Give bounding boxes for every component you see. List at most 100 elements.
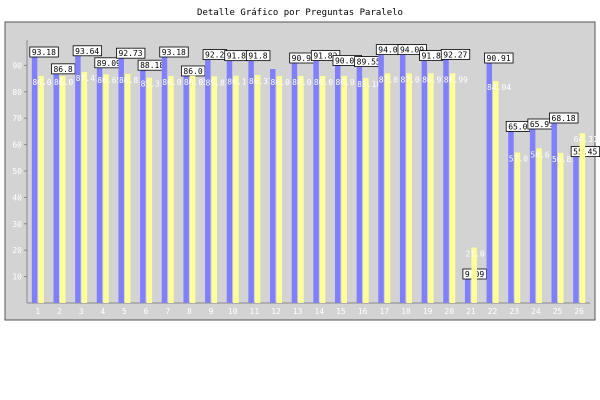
value-label: 87.47 — [76, 74, 100, 83]
value-label: 92.27 — [443, 50, 467, 59]
bar-series1 — [486, 62, 493, 303]
value-label: 91.82 — [313, 52, 337, 61]
value-label: 86.0 — [162, 78, 181, 87]
value-label-box — [51, 63, 76, 75]
bar-series2 — [81, 72, 88, 304]
bar-series1 — [529, 128, 536, 303]
value-label: 91.8 — [248, 52, 267, 61]
x-tick-label: 6 — [144, 307, 149, 316]
value-label-box — [397, 44, 427, 56]
bar-series2 — [168, 75, 174, 304]
bar-series1 — [378, 54, 384, 303]
bar-series1 — [421, 60, 428, 303]
value-label: 56.87 — [552, 155, 576, 164]
value-label: 86.0 — [292, 78, 311, 87]
x-tick-label: 9 — [209, 307, 214, 316]
value-label: 90.00 — [335, 56, 359, 65]
chart-title: Detalle Gráfico por Preguntas Paralelo — [197, 8, 403, 18]
value-label: 89.55 — [357, 58, 381, 67]
value-label: 86.8 — [53, 65, 72, 74]
x-tick-label: 24 — [531, 307, 541, 316]
y-tick-label: 80 — [12, 88, 22, 97]
bar-series2 — [384, 73, 391, 303]
y-tick-label: 10 — [12, 273, 22, 282]
chart-marks: 10203040506070809093.1886.0186.886.0293.… — [12, 44, 600, 316]
x-tick-label: 17 — [379, 307, 389, 316]
bar-series1 — [53, 73, 59, 304]
y-tick-label: 30 — [12, 220, 22, 229]
value-label: 58.6 — [530, 150, 549, 159]
value-label: 86.0 — [54, 78, 73, 87]
value-label: 91.82 — [422, 52, 446, 61]
value-label: 94.09 — [378, 46, 402, 55]
bar-series2 — [363, 78, 369, 303]
bar-series1 — [291, 62, 298, 303]
x-tick-label: 8 — [187, 307, 192, 316]
value-label: 92.73 — [118, 49, 142, 58]
bar-series2 — [276, 75, 283, 304]
value-label: 94.09 — [400, 46, 424, 55]
bar-series1 — [334, 65, 341, 304]
value-label: 21.0 — [465, 250, 484, 259]
bar-series1 — [270, 68, 276, 303]
x-tick-label: 23 — [509, 307, 519, 316]
x-tick-label: 10 — [228, 307, 238, 316]
value-label: 65.0 — [508, 122, 527, 131]
value-label: 86.0 — [183, 67, 202, 76]
value-label: 93.18 — [32, 48, 56, 57]
bar-series2 — [406, 73, 412, 303]
bar-series2 — [124, 73, 131, 304]
x-tick-label: 18 — [401, 307, 411, 316]
bar-series2 — [493, 81, 499, 303]
x-tick-label: 11 — [250, 307, 260, 316]
x-tick-label: 16 — [358, 307, 368, 316]
bar-series1 — [248, 60, 254, 304]
x-tick-label: 15 — [336, 307, 346, 316]
bar-series1 — [226, 60, 233, 304]
bar-series1 — [31, 57, 38, 304]
x-tick-label: 5 — [122, 307, 127, 316]
bar-series2 — [579, 133, 586, 303]
y-tick-label: 70 — [12, 114, 22, 123]
bar-series2 — [233, 75, 239, 303]
value-label: 86.97 — [422, 75, 446, 84]
x-tick-label: 22 — [488, 307, 498, 316]
bar-series2 — [189, 75, 196, 303]
bar-series1 — [313, 60, 319, 303]
value-label-box — [549, 112, 579, 124]
value-label: 86.81 — [119, 76, 143, 85]
value-label: 85.87 — [206, 78, 230, 87]
value-label: 90.91 — [487, 54, 511, 63]
value-label: 86.0 — [271, 78, 290, 87]
value-label: 57.0 — [509, 155, 528, 164]
y-tick-label: 50 — [12, 167, 22, 176]
y-tick-label: 40 — [12, 193, 22, 202]
value-label-box — [484, 52, 514, 64]
value-label: 86.1 — [227, 78, 246, 87]
value-label: 90.91 — [292, 54, 316, 63]
value-label: 87.0 — [400, 75, 419, 84]
bar-series2 — [514, 152, 521, 303]
value-label: 64.31 — [574, 135, 598, 144]
x-tick-label: 3 — [79, 307, 84, 316]
bar-series1 — [96, 67, 103, 303]
value-label: 92.2 — [205, 51, 224, 60]
bar-series1 — [183, 75, 189, 304]
value-label: 86.65 — [97, 76, 121, 85]
bar-series1 — [118, 58, 124, 304]
value-label: 86.0 — [32, 78, 51, 87]
bar-series1 — [75, 55, 81, 303]
value-label: 86.0 — [314, 78, 333, 87]
bar-series1 — [399, 54, 406, 303]
value-label: 89.09 — [97, 59, 121, 68]
bar-series2 — [38, 75, 44, 304]
bar-series1 — [140, 70, 146, 303]
bar-series2 — [449, 73, 456, 303]
value-label: 68.18 — [552, 114, 576, 123]
bar-series2 — [298, 75, 304, 304]
bar-series2 — [59, 75, 66, 304]
x-tick-label: 2 — [57, 307, 62, 316]
x-tick-label: 25 — [553, 307, 563, 316]
x-tick-label: 19 — [423, 307, 433, 316]
